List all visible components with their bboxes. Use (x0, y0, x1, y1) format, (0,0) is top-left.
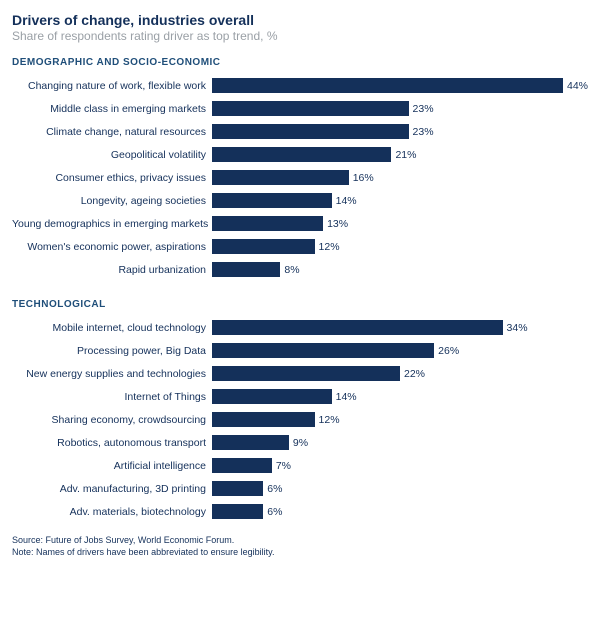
footnote-note: Note: Names of drivers have been abbrevi… (12, 547, 588, 559)
bar-row: Changing nature of work, flexible work 44… (12, 74, 588, 97)
bar-value: 21% (395, 149, 416, 161)
footnote-source: Source: Future of Jobs Survey, World Eco… (12, 535, 588, 547)
chart-title: Drivers of change, industries overall (12, 12, 588, 28)
bar-track: 23% (212, 101, 588, 116)
bar-value: 23% (413, 103, 434, 115)
bar-label: Climate change, natural resources (12, 126, 212, 138)
bar-label: Processing power, Big Data (12, 345, 212, 357)
bar-label: Artificial intelligence (12, 460, 212, 472)
bar-value: 34% (507, 322, 528, 334)
bar-row: Adv. materials, biotechnology 6% (12, 500, 588, 523)
bar-value: 12% (319, 414, 340, 426)
bar-row: Consumer ethics, privacy issues 16% (12, 166, 588, 189)
bar-row: Rapid urbanization 8% (12, 258, 588, 281)
bar (212, 504, 263, 519)
bar (212, 389, 332, 404)
bar-label: Consumer ethics, privacy issues (12, 172, 212, 184)
bar (212, 147, 391, 162)
bar-label: Robotics, autonomous transport (12, 437, 212, 449)
bar-track: 34% (212, 320, 588, 335)
bar (212, 78, 563, 93)
bar (212, 262, 280, 277)
bar (212, 124, 409, 139)
bar (212, 343, 434, 358)
bar (212, 435, 289, 450)
bar-row: Women's economic power, aspirations 12% (12, 235, 588, 258)
bar-row: Mobile internet, cloud technology 34% (12, 316, 588, 339)
bar-track: 12% (212, 412, 588, 427)
bar-row: New energy supplies and technologies 22% (12, 362, 588, 385)
section-header: TECHNOLOGICAL (12, 299, 588, 310)
bar-label: Adv. manufacturing, 3D printing (12, 483, 212, 495)
bar-label: Longevity, ageing societies (12, 195, 212, 207)
bar-track: 8% (212, 262, 588, 277)
bar-track: 6% (212, 481, 588, 496)
bar-track: 23% (212, 124, 588, 139)
bar-label: Young demographics in emerging markets (12, 218, 212, 230)
bar (212, 458, 272, 473)
bar-row: Adv. manufacturing, 3D printing 6% (12, 477, 588, 500)
bar-track: 14% (212, 389, 588, 404)
bar (212, 320, 503, 335)
bar-label: Mobile internet, cloud technology (12, 322, 212, 334)
bar-value: 22% (404, 368, 425, 380)
bar (212, 366, 400, 381)
bar-value: 7% (276, 460, 291, 472)
bar-value: 6% (267, 506, 282, 518)
bar-label: Changing nature of work, flexible work (12, 80, 212, 92)
bar-row: Processing power, Big Data 26% (12, 339, 588, 362)
bar-value: 6% (267, 483, 282, 495)
bar-track: 6% (212, 504, 588, 519)
bar (212, 481, 263, 496)
bar-label: New energy supplies and technologies (12, 368, 212, 380)
bar-track: 16% (212, 170, 588, 185)
bar (212, 239, 315, 254)
bar-value: 14% (336, 195, 357, 207)
bar-row: Artificial intelligence 7% (12, 454, 588, 477)
bar-track: 13% (212, 216, 588, 231)
bar-label: Middle class in emerging markets (12, 103, 212, 115)
bar-value: 13% (327, 218, 348, 230)
bar-row: Young demographics in emerging markets 13… (12, 212, 588, 235)
bar-label: Rapid urbanization (12, 264, 212, 276)
bar-label: Sharing economy, crowdsourcing (12, 414, 212, 426)
bar-row: Internet of Things 14% (12, 385, 588, 408)
bar-label: Adv. materials, biotechnology (12, 506, 212, 518)
bar-value: 16% (353, 172, 374, 184)
bar-track: 9% (212, 435, 588, 450)
bar (212, 170, 349, 185)
bar-row: Sharing economy, crowdsourcing 12% (12, 408, 588, 431)
section-header: DEMOGRAPHIC AND SOCIO-ECONOMIC (12, 57, 588, 68)
bar (212, 101, 409, 116)
bar-value: 44% (567, 80, 588, 92)
bar-row: Longevity, ageing societies 14% (12, 189, 588, 212)
bar (212, 216, 323, 231)
bar-value: 26% (438, 345, 459, 357)
chart-footnote: Source: Future of Jobs Survey, World Eco… (12, 535, 588, 558)
bar-track: 12% (212, 239, 588, 254)
bar-value: 23% (413, 126, 434, 138)
bar-track: 21% (212, 147, 588, 162)
bar (212, 193, 332, 208)
chart-subtitle: Share of respondents rating driver as to… (12, 29, 588, 43)
bar-row: Middle class in emerging markets 23% (12, 97, 588, 120)
bar-label: Geopolitical volatility (12, 149, 212, 161)
bar-track: 14% (212, 193, 588, 208)
bar-value: 8% (284, 264, 299, 276)
bar-track: 26% (212, 343, 588, 358)
bar-label: Internet of Things (12, 391, 212, 403)
bar-track: 44% (212, 78, 588, 93)
bar-label: Women's economic power, aspirations (12, 241, 212, 253)
bar-chart: DEMOGRAPHIC AND SOCIO-ECONOMIC Changing n… (12, 57, 588, 523)
bar-track: 7% (212, 458, 588, 473)
bar-row: Geopolitical volatility 21% (12, 143, 588, 166)
bar-row: Climate change, natural resources 23% (12, 120, 588, 143)
bar-track: 22% (212, 366, 588, 381)
bar-value: 12% (319, 241, 340, 253)
bar (212, 412, 315, 427)
bar-value: 14% (336, 391, 357, 403)
bar-value: 9% (293, 437, 308, 449)
bar-row: Robotics, autonomous transport 9% (12, 431, 588, 454)
